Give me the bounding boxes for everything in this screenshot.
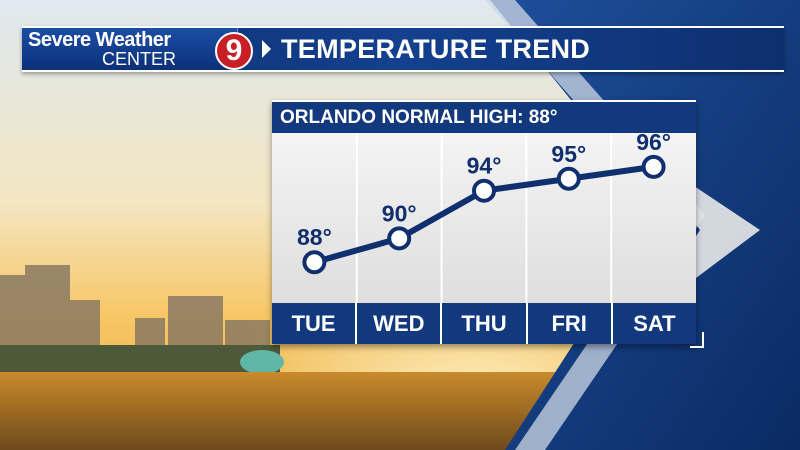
data-label: 90° xyxy=(382,200,417,226)
day-label: TUE xyxy=(272,303,358,344)
channel-9-logo: 9 xyxy=(215,32,253,70)
triangle-right-icon xyxy=(262,40,271,58)
data-point xyxy=(556,166,581,191)
data-label: 95° xyxy=(551,141,586,167)
data-point xyxy=(302,250,327,275)
station-logo: Severe Weather CENTER xyxy=(22,28,238,70)
data-point xyxy=(387,226,412,251)
day-axis: TUE WED THU FRI SAT xyxy=(272,303,696,344)
data-label: 88° xyxy=(297,224,332,250)
chart-subtitle: ORLANDO NORMAL HIGH: 88° xyxy=(280,107,558,128)
day-label: WED xyxy=(357,303,443,344)
data-label: 94° xyxy=(467,153,502,179)
page-title: TEMPERATURE TREND xyxy=(281,34,591,64)
day-label: THU xyxy=(442,303,528,344)
header-bar: Severe Weather CENTER 9 TEMPERATURE TREN… xyxy=(22,26,784,72)
day-label: FRI xyxy=(528,303,613,344)
day-label: SAT xyxy=(633,311,676,336)
logo-line1: Severe Weather xyxy=(28,29,171,51)
data-point xyxy=(641,154,666,179)
chart-subtitle-bar: ORLANDO NORMAL HIGH: 88° xyxy=(272,100,696,133)
temperature-line-chart: 88° 90° 94° 95° 96° xyxy=(272,133,696,303)
decorative-corner xyxy=(690,332,704,348)
logo-line2: CENTER xyxy=(102,49,177,69)
data-label: 96° xyxy=(636,133,671,155)
data-point xyxy=(472,178,496,203)
chart-panel: ORLANDO NORMAL HIGH: 88° 88° 90° 94° 95° 96°… xyxy=(272,100,696,344)
